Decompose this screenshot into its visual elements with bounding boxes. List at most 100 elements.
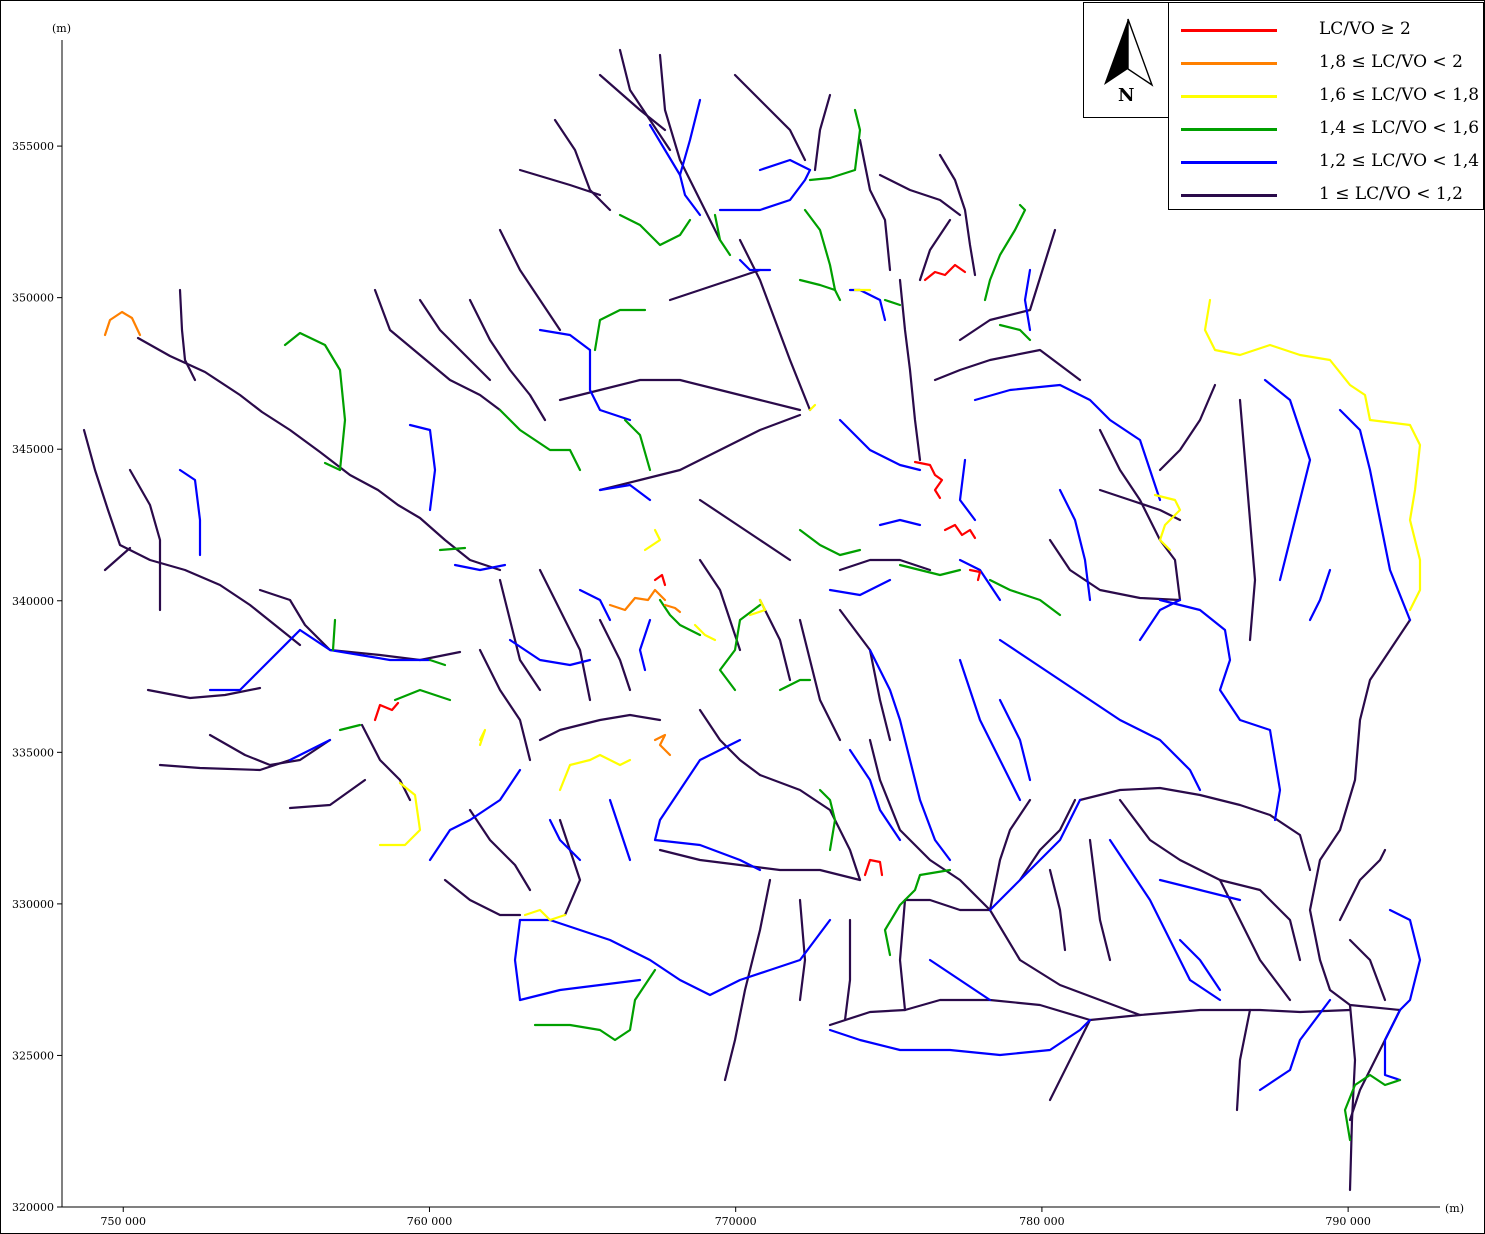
river-segment [558, 753, 632, 792]
river-segment [988, 798, 1082, 912]
river-segment [1338, 848, 1387, 922]
river-segment [593, 308, 647, 352]
river-segment [518, 918, 832, 997]
river-segment [958, 228, 1057, 342]
river-segment [158, 758, 292, 772]
river-segment [748, 598, 767, 617]
river-segment [553, 118, 612, 212]
river-segment [808, 403, 817, 412]
river-segment [878, 173, 962, 217]
river-segments [82, 48, 1422, 1192]
river-segment [868, 738, 992, 912]
river-segment [103, 310, 142, 337]
river-segment [331, 618, 337, 652]
river-segment [803, 208, 842, 302]
river-segment [1118, 798, 1302, 962]
river-segment [428, 768, 522, 862]
legend-label: 1,4 ≤ LC/VO < 1,6 [1319, 118, 1480, 138]
river-segment [1258, 998, 1332, 1092]
river-segment [653, 738, 762, 872]
river-segment [1158, 383, 1217, 472]
river-segment [838, 558, 932, 572]
river-segment [958, 458, 977, 522]
y-tick-label: 355000 [12, 140, 54, 153]
river-segment [998, 323, 1032, 342]
river-segment [1238, 398, 1257, 642]
river-segment [1308, 618, 1412, 1012]
river-segment [988, 798, 1032, 912]
legend-item-red: LC/VO ≥ 2 [1169, 15, 1483, 45]
river-segment [468, 298, 547, 422]
river-segment [478, 648, 532, 762]
river-segment [418, 298, 492, 382]
river-segment [638, 618, 652, 672]
river-segment [438, 546, 467, 552]
river-segment [1138, 598, 1182, 642]
river-segment [548, 818, 582, 862]
river-segment [1348, 938, 1387, 1002]
river-segment [1218, 878, 1292, 1002]
river-segment [828, 1008, 907, 1027]
x-tick-label: 770000 [715, 1215, 757, 1228]
river-segment [1058, 488, 1092, 602]
legend-item-yellow: 1,6 ≤ LC/VO < 1,8 [1169, 81, 1483, 111]
river-segment [498, 578, 542, 692]
river-segment [588, 348, 632, 422]
river-segment [693, 623, 717, 642]
river-segment [643, 528, 662, 552]
river-segment [698, 498, 792, 562]
river-segment [898, 278, 922, 462]
river-segment [538, 328, 592, 352]
x-tick-label: 780 000 [1019, 1215, 1065, 1228]
river-segment [1338, 408, 1412, 622]
river-segment [283, 331, 347, 472]
river-segment [523, 908, 567, 922]
river-segment [878, 518, 922, 527]
river-segment [828, 1018, 1092, 1057]
river-segment [1018, 798, 1077, 882]
y-tick-label: 320000 [12, 1201, 54, 1214]
river-segment [623, 418, 652, 472]
river-segment [713, 213, 732, 257]
river-segment [443, 878, 522, 917]
river-segment [478, 728, 487, 747]
river-segment [453, 563, 507, 572]
river-segment [598, 483, 652, 502]
river-segment [468, 808, 532, 892]
x-tick-label: 790 000 [1325, 1215, 1371, 1228]
river-segment [618, 213, 692, 247]
river-segment [378, 781, 422, 847]
river-segment [723, 878, 772, 1082]
river-segment [883, 868, 952, 957]
legend: LC/VO ≥ 2 1,8 ≤ LC/VO < 2 1,6 ≤ LC/VO < … [1168, 2, 1484, 210]
river-segment [1108, 838, 1222, 1002]
river-segment [958, 558, 1002, 602]
river-segment [1158, 878, 1242, 902]
river-segment [898, 898, 992, 1012]
river-segment [898, 563, 962, 577]
river-segment [858, 138, 892, 272]
river-segment [818, 788, 837, 852]
river-segment [608, 588, 667, 612]
river-segment [1343, 1073, 1402, 1142]
legend-swatch [1181, 161, 1277, 164]
legend-item-orange: 1,8 ≤ LC/VO < 2 [1169, 48, 1483, 78]
river-segment [648, 123, 682, 177]
river-segment [668, 268, 762, 302]
river-segment [933, 348, 1082, 382]
river-segment [1048, 538, 1182, 602]
river-segment [578, 588, 612, 622]
river-segment [698, 558, 742, 652]
river-segment [208, 628, 302, 692]
north-letter: N [1118, 85, 1135, 106]
river-segment [758, 773, 862, 882]
river-segment [1023, 268, 1032, 332]
river-segment [538, 713, 662, 742]
river-segment [1153, 493, 1182, 552]
river-segment [128, 468, 162, 612]
y-tick-label: 340000 [12, 595, 54, 608]
river-segment [798, 528, 862, 557]
river-segment [498, 228, 562, 332]
legend-swatch [1181, 62, 1277, 65]
